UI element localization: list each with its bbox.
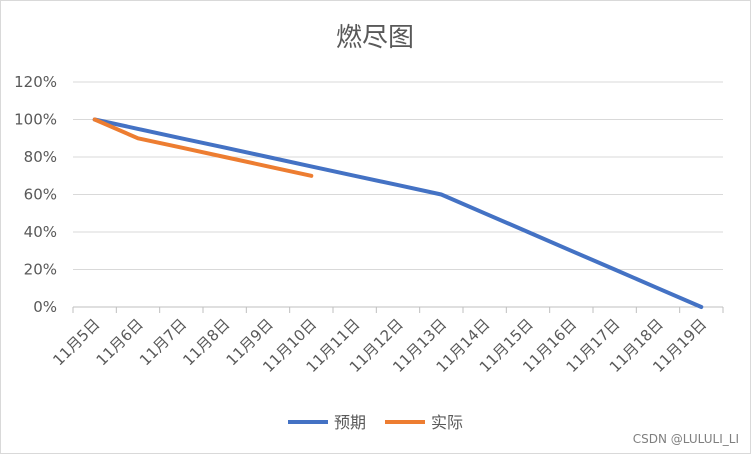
chart-title: 燃尽图 <box>336 23 414 53</box>
y-tick-label: 40% <box>24 223 57 241</box>
y-tick-label: 60% <box>24 186 57 204</box>
x-axis-ticks: 11月5日11月6日11月7日11月8日11月9日11月10日11月11日11月… <box>49 315 710 376</box>
series-line-1 <box>92 117 314 178</box>
y-tick-label: 80% <box>24 148 57 166</box>
y-tick-label: 100% <box>14 111 57 129</box>
legend-label-1: 实际 <box>431 413 463 432</box>
y-axis-ticks: 0% 20% 40% 60% 80% 100% 120% <box>14 73 57 316</box>
x-tick-label: 11月5日 <box>49 315 103 369</box>
legend-label-0: 预期 <box>334 413 366 432</box>
x-tick-label: 11月7日 <box>136 315 190 369</box>
legend: 预期 实际 <box>288 413 463 432</box>
y-tick-label: 120% <box>14 73 57 91</box>
watermark: CSDN @LULULI_LI <box>633 432 739 446</box>
series-line-0 <box>92 117 704 309</box>
x-tick-label: 11月8日 <box>179 315 233 369</box>
grid-lines <box>73 81 723 270</box>
x-axis <box>72 306 724 313</box>
series-lines <box>92 117 704 309</box>
y-tick-label: 20% <box>24 261 57 279</box>
x-tick-label: 11月6日 <box>93 315 147 369</box>
y-tick-label: 0% <box>33 298 57 316</box>
